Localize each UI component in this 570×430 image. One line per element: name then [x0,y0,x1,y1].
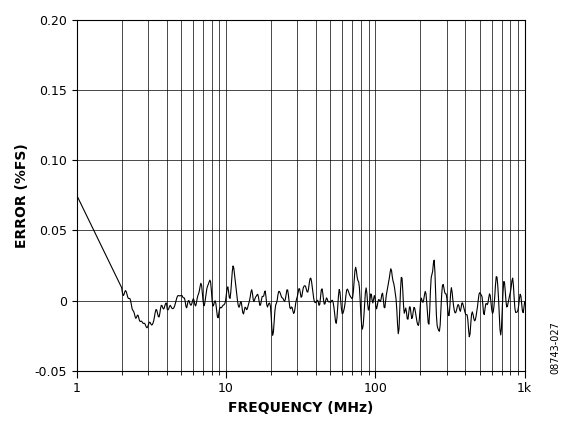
Y-axis label: ERROR (%FS): ERROR (%FS) [15,143,29,248]
X-axis label: FREQUENCY (MHz): FREQUENCY (MHz) [228,401,373,415]
Text: 08743-027: 08743-027 [551,321,561,374]
